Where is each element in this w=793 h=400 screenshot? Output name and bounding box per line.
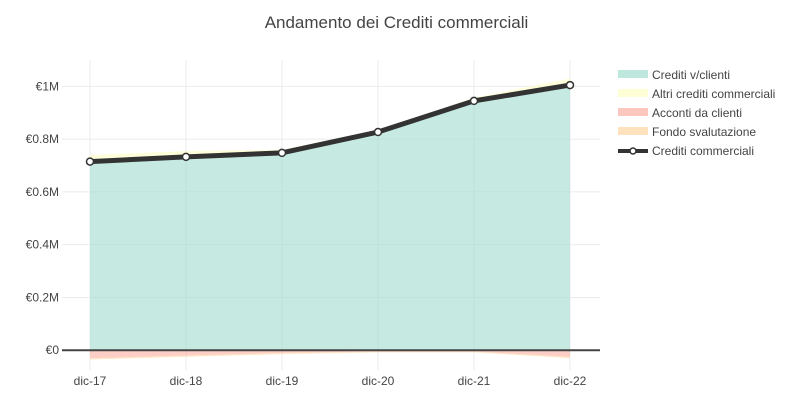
legend-swatch — [618, 70, 648, 78]
chart-title: Andamento dei Crediti commerciali — [264, 13, 529, 32]
y-tick-label: €0 — [46, 343, 60, 357]
legend[interactable]: Crediti v/clienti Altri crediti commercia… — [618, 68, 775, 158]
legend-swatch — [618, 89, 648, 97]
y-tick-label: €1M — [36, 79, 59, 93]
area-acconti-da-clienti — [90, 350, 570, 359]
legend-label: Crediti v/clienti — [652, 68, 730, 82]
legend-item[interactable]: Fondo svalutazione — [618, 125, 756, 139]
data-point[interactable] — [469, 96, 479, 106]
area-altri-crediti-commerciali — [90, 78, 570, 163]
legend-label: Altri crediti commerciali — [652, 87, 775, 101]
area-crediti-v-clienti — [90, 85, 570, 351]
x-tick-label: dic-22 — [554, 374, 587, 388]
line-crediti-commerciali — [89, 82, 571, 165]
x-tick-label: dic-21 — [458, 374, 491, 388]
area-fondo-svalutazione — [90, 351, 570, 360]
x-tick-label: dic-19 — [266, 374, 299, 388]
legend-swatch — [618, 127, 648, 135]
y-tick-label: €0.8M — [26, 132, 59, 146]
x-axis-ticks: dic-17 dic-18 dic-19 dic-20 dic-21 dic-22 — [74, 374, 587, 388]
data-point[interactable] — [373, 127, 383, 137]
data-point[interactable] — [181, 152, 191, 162]
data-point[interactable] — [85, 157, 95, 166]
legend-item[interactable]: Crediti v/clienti — [618, 68, 730, 82]
legend-swatch-marker — [629, 147, 637, 155]
legend-item[interactable]: Acconti da clienti — [618, 106, 742, 120]
legend-swatch — [618, 108, 648, 116]
area-series — [90, 78, 570, 360]
data-point[interactable] — [277, 148, 287, 158]
y-tick-label: €0.2M — [26, 290, 59, 304]
x-tick-label: dic-18 — [170, 374, 203, 388]
legend-item[interactable]: Altri crediti commerciali — [618, 87, 775, 101]
legend-label: Fondo svalutazione — [652, 125, 756, 139]
legend-label: Acconti da clienti — [652, 106, 742, 120]
legend-label: Crediti commerciali — [652, 144, 754, 158]
y-tick-label: €0.6M — [26, 185, 59, 199]
legend-item[interactable]: Crediti commerciali — [618, 144, 754, 158]
data-point[interactable] — [565, 80, 575, 90]
total-line-series — [85, 80, 575, 166]
x-tick-label: dic-17 — [74, 374, 107, 388]
x-tick-label: dic-20 — [362, 374, 395, 388]
y-tick-label: €0.4M — [26, 238, 59, 252]
y-axis-ticks: €0 €0.2M €0.4M €0.6M €0.8M €1M — [26, 79, 60, 357]
